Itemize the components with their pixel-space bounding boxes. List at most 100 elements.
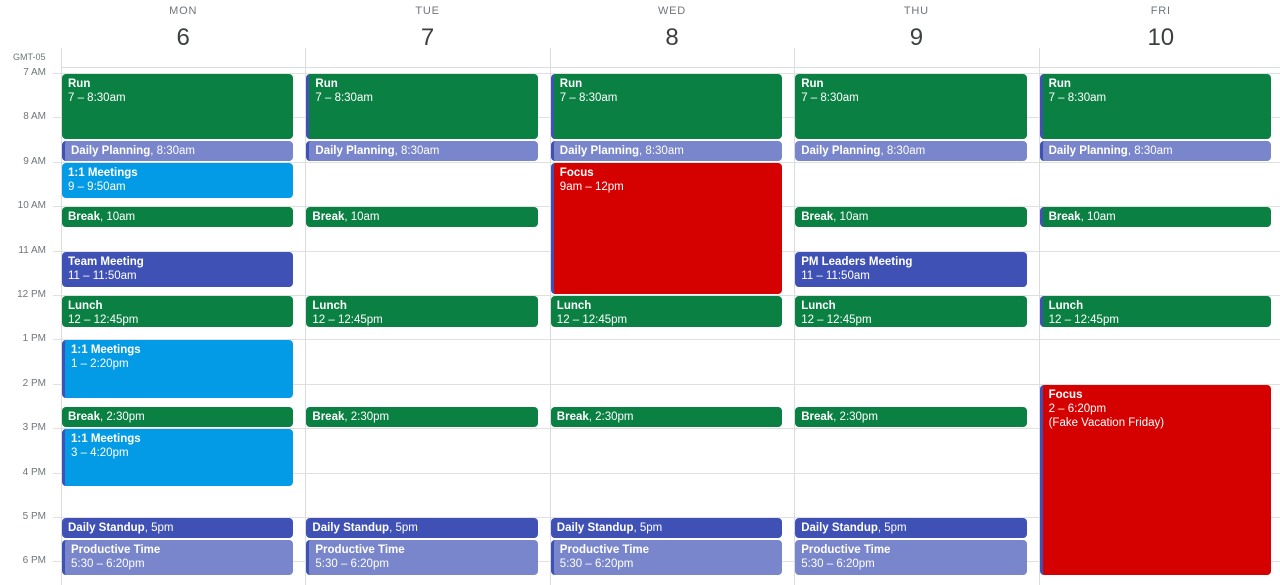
event-time: , 8:30am (880, 144, 926, 157)
day-header-fri[interactable]: FRI 10 (1039, 0, 1280, 66)
day-number[interactable]: 6 (176, 24, 190, 51)
calendar-event[interactable]: Run 7 – 8:30am (795, 74, 1027, 139)
event-time: 5:30 – 6:20pm (71, 558, 145, 571)
calendar-event[interactable]: Break, 2:30pm (550, 407, 783, 428)
hour-gridline (53, 517, 1280, 518)
calendar-event[interactable]: 1:1 Meetings 1 – 2:20pm (62, 340, 294, 398)
calendar-event[interactable]: Break, 2:30pm (306, 407, 538, 428)
hour-gridline (53, 339, 1280, 341)
event-title: Productive Time (559, 544, 650, 557)
day-header-tue[interactable]: TUE 7 (305, 0, 549, 66)
event-time: 5:30 – 6:20pm (559, 558, 634, 571)
calendar-event[interactable]: Productive Time 5:30 – 6:20pm (306, 540, 538, 576)
hour-label: 2 PM (22, 377, 46, 389)
event-title: Daily Planning (315, 144, 395, 157)
day-number[interactable]: 8 (665, 24, 679, 51)
event-time: 12 – 12:45pm (1048, 314, 1119, 326)
calendar-event[interactable]: PM Leaders Meeting 11 – 11:50am (795, 251, 1027, 287)
event-time: , 10am (1080, 211, 1116, 224)
calendar-event[interactable]: Productive Time 5:30 – 6:20pm (62, 540, 294, 576)
calendar-event[interactable]: Daily Standup, 5pm (550, 518, 783, 539)
hour-label: 6 PM (22, 555, 46, 567)
event-title: Break (1048, 211, 1081, 224)
hour-gridline (53, 73, 1280, 74)
day-number[interactable]: 10 (1147, 24, 1175, 51)
calendar-event[interactable]: Break, 10am (62, 207, 294, 228)
day-number[interactable]: 7 (420, 24, 435, 51)
hour-label: 8 AM (23, 111, 46, 123)
calendar-event[interactable]: Lunch 12 – 12:45pm (795, 296, 1027, 328)
calendar-event[interactable]: Run 7 – 8:30am (1039, 74, 1271, 139)
calendar-event[interactable]: Lunch 12 – 12:45pm (1039, 296, 1271, 328)
calendar-event[interactable]: Break, 2:30pm (62, 407, 294, 428)
event-time: , 10am (344, 211, 380, 224)
calendar-event[interactable]: Daily Standup, 5pm (62, 518, 294, 539)
event-title: Run (1048, 78, 1071, 90)
calendar-event[interactable]: Daily Planning, 8:30am (550, 140, 783, 161)
event-time: , 2:30pm (833, 411, 878, 423)
calendar-event[interactable]: Focus 2 – 6:20pm (Fake Vacation Friday) (1039, 384, 1271, 576)
day-header-mon[interactable]: MON 6 (61, 0, 305, 66)
event-time: , 5pm (877, 522, 907, 534)
event-time: 7 – 8:30am (315, 92, 373, 104)
day-number[interactable]: 9 (909, 24, 924, 51)
calendar-event[interactable]: Daily Planning, 8:30am (1039, 140, 1271, 161)
event-title: Break (68, 211, 100, 224)
calendar-event[interactable]: Daily Planning, 8:30am (306, 140, 538, 161)
event-time: , 2:30pm (588, 411, 634, 423)
event-title: Productive Time (315, 544, 405, 557)
calendar-event[interactable]: Break, 10am (795, 207, 1027, 228)
event-title: Productive Time (801, 544, 891, 557)
hour-gridline (53, 472, 1280, 474)
event-time: , 2:30pm (344, 411, 390, 423)
event-time: 1 – 2:20pm (71, 358, 129, 371)
day-column-divider (549, 48, 551, 585)
event-time: 12 – 12:45pm (801, 314, 872, 326)
hour-label: 4 PM (22, 466, 46, 478)
calendar-event[interactable]: Run 7 – 8:30am (62, 74, 294, 139)
calendar-event[interactable]: 1:1 Meetings 3 – 4:20pm (62, 429, 294, 487)
calendar-event[interactable]: Break, 10am (306, 207, 538, 228)
event-time: , 2:30pm (99, 411, 145, 423)
calendar-event[interactable]: Lunch 12 – 12:45pm (306, 296, 538, 328)
calendar-event[interactable]: Productive Time 5:30 – 6:20pm (795, 540, 1027, 576)
timezone-label: GMT-05 (13, 52, 46, 62)
event-time: , 8:30am (150, 144, 195, 157)
event-title: Lunch (68, 300, 103, 312)
event-time: , 10am (99, 211, 136, 224)
calendar-event[interactable]: Productive Time 5:30 – 6:20pm (550, 540, 783, 576)
calendar-event[interactable]: Daily Standup, 5pm (795, 518, 1027, 539)
hour-label: 3 PM (22, 422, 46, 434)
event-time: , 8:30am (1127, 144, 1173, 157)
event-note: (Fake Vacation Friday) (1048, 416, 1165, 429)
event-time: , 8:30am (639, 144, 684, 157)
event-title: Break (68, 411, 100, 423)
calendar-event[interactable]: Focus 9am – 12pm (550, 162, 783, 294)
calendar-event[interactable]: Daily Planning, 8:30am (62, 140, 294, 161)
calendar-event[interactable]: Break, 2:30pm (795, 407, 1027, 428)
event-time: , 5pm (144, 522, 174, 534)
event-time: 7 – 8:30am (801, 92, 859, 104)
calendar-event[interactable]: Team Meeting 11 – 11:50am (62, 251, 294, 287)
event-time: , 8:30am (394, 144, 440, 157)
event-title: Break (556, 411, 589, 423)
calendar-event[interactable]: Break, 10am (1039, 207, 1271, 228)
hour-label: 7 AM (23, 67, 46, 78)
event-time: 5:30 – 6:20pm (801, 558, 875, 571)
event-title: Break (801, 211, 834, 224)
calendar-event[interactable]: Run 7 – 8:30am (306, 74, 538, 139)
calendar-event[interactable]: Daily Standup, 5pm (306, 518, 538, 539)
event-title: Productive Time (71, 544, 161, 557)
calendar-event[interactable]: 1:1 Meetings 9 – 9:50am (62, 162, 294, 198)
calendar-event[interactable]: Daily Planning, 8:30am (795, 140, 1027, 161)
day-header-thu[interactable]: THU 9 (794, 0, 1038, 66)
calendar-event[interactable]: Run 7 – 8:30am (550, 74, 783, 139)
event-title: Daily Standup (556, 522, 634, 534)
calendar-event[interactable]: Lunch 12 – 12:45pm (550, 296, 783, 328)
event-title: Run (559, 78, 583, 90)
calendar-event[interactable]: Lunch 12 – 12:45pm (62, 296, 294, 328)
event-title: Daily Planning (71, 144, 151, 157)
hour-gridline (53, 383, 1280, 385)
day-header-wed[interactable]: WED 8 (550, 0, 794, 66)
